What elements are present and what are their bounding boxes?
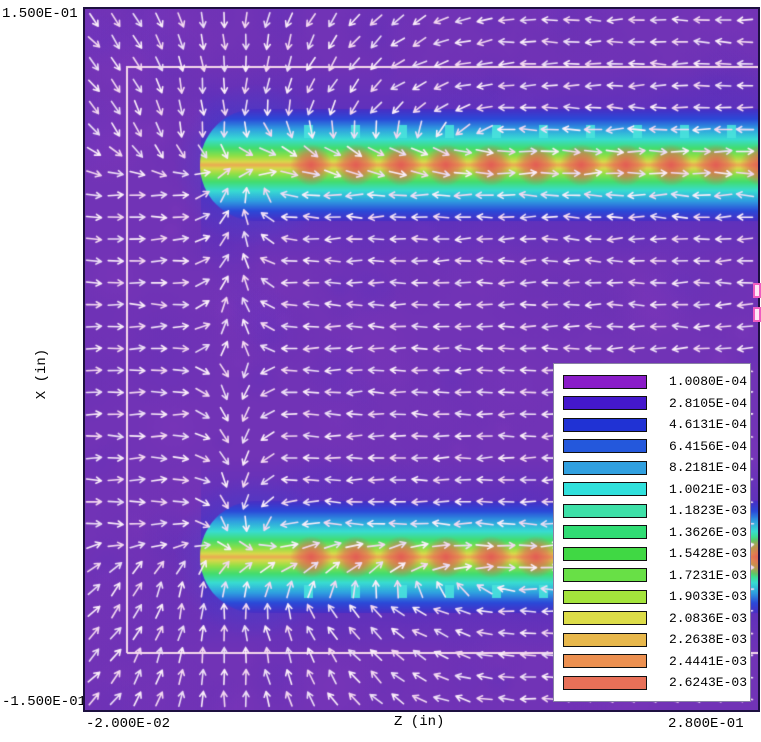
- legend-swatch: [563, 589, 647, 604]
- legend-value: 1.5428E-03: [669, 546, 748, 562]
- legend-swatch: [563, 396, 647, 411]
- legend-swatch: [563, 568, 647, 583]
- legend-entry: 2.2638E-03: [554, 629, 750, 651]
- legend-swatch: [563, 439, 647, 454]
- legend-entry: 2.4441E-03: [554, 651, 750, 673]
- legend-entry: 8.2181E-04: [554, 457, 750, 479]
- legend-value: 1.9033E-03: [669, 589, 748, 605]
- legend-value: 4.6131E-04: [669, 417, 748, 433]
- legend-value: 2.8105E-04: [669, 395, 748, 411]
- y-axis-max-label: 1.500E-01: [2, 6, 78, 22]
- edge-marker: [753, 283, 761, 298]
- legend-entry: 1.7231E-03: [554, 565, 750, 587]
- legend-value: 1.3626E-03: [669, 524, 748, 540]
- legend-entry: 2.0836E-03: [554, 608, 750, 630]
- legend-value: 2.0836E-03: [669, 610, 748, 626]
- legend-swatch: [563, 632, 647, 647]
- legend-swatch: [563, 503, 647, 518]
- legend-swatch: [563, 611, 647, 626]
- plot-area: 1.0080E-04 2.8105E-04 4.6131E-04 6.4156E-04…: [83, 7, 760, 712]
- legend-entry: 2.8105E-04: [554, 393, 750, 415]
- legend-value: 1.0080E-04: [669, 374, 748, 390]
- legend-entry: 1.1823E-03: [554, 500, 750, 522]
- legend-swatch: [563, 525, 647, 540]
- legend-value: 2.4441E-03: [669, 653, 748, 669]
- legend-swatch: [563, 374, 647, 389]
- legend-entry: 6.4156E-04: [554, 436, 750, 458]
- legend-swatch: [563, 675, 647, 690]
- legend-entry: 2.6243E-03: [554, 672, 750, 694]
- legend-value: 1.0021E-03: [669, 481, 748, 497]
- x-axis-min-label: -2.000E-02: [86, 716, 171, 732]
- color-scale-legend: 1.0080E-04 2.8105E-04 4.6131E-04 6.4156E-04…: [553, 363, 751, 702]
- legend-value: 1.1823E-03: [669, 503, 748, 519]
- legend-value: 8.2181E-04: [669, 460, 748, 476]
- legend-value: 1.7231E-03: [669, 567, 748, 583]
- legend-entry: 1.9033E-03: [554, 586, 750, 608]
- legend-value: 2.6243E-03: [669, 675, 748, 691]
- x-axis-title: Z (in): [394, 714, 445, 730]
- y-axis-title: X (in): [34, 348, 50, 400]
- legend-value: 6.4156E-04: [669, 438, 748, 454]
- y-axis-min-label: -1.500E-01: [2, 694, 87, 710]
- legend-swatch: [563, 654, 647, 669]
- edge-marker: [753, 307, 761, 322]
- legend-swatch: [563, 546, 647, 561]
- x-axis-max-label: 2.800E-01: [668, 716, 744, 732]
- legend-swatch: [563, 482, 647, 497]
- legend-swatch: [563, 460, 647, 475]
- legend-entry: 1.5428E-03: [554, 543, 750, 565]
- legend-entry: 1.3626E-03: [554, 522, 750, 544]
- legend-entry: 1.0021E-03: [554, 479, 750, 501]
- legend-entry: 4.6131E-04: [554, 414, 750, 436]
- legend-swatch: [563, 417, 647, 432]
- legend-value: 2.2638E-03: [669, 632, 748, 648]
- legend-entry: 1.0080E-04: [554, 371, 750, 393]
